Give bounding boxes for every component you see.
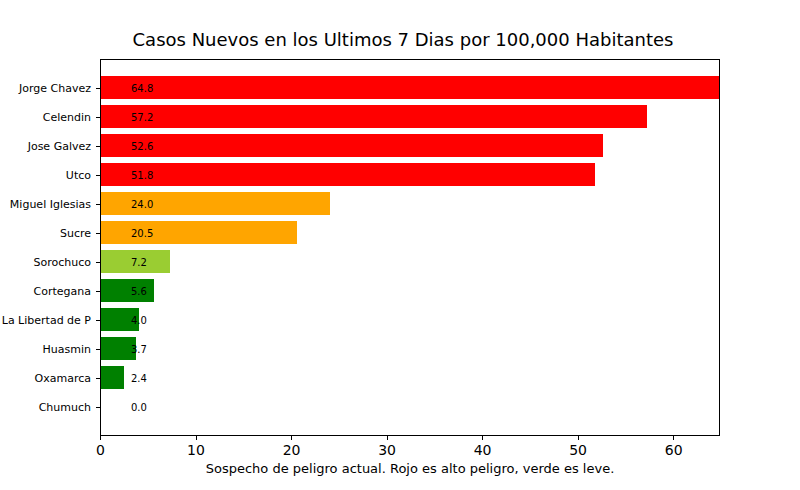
x-tick-label: 0 xyxy=(81,442,121,458)
x-tick-mark xyxy=(673,436,674,440)
y-tick-label: Chumuch xyxy=(0,400,91,413)
y-tick-label: Sorochuco xyxy=(0,255,91,268)
bar-value-label: 24.0 xyxy=(131,198,153,209)
bar xyxy=(101,76,719,99)
x-tick-label: 30 xyxy=(367,442,407,458)
y-tick-mark xyxy=(96,378,100,379)
y-tick-mark xyxy=(96,262,100,263)
y-tick-label: Cortegana xyxy=(0,284,91,297)
y-tick-label: Celendin xyxy=(0,110,91,123)
bar-value-label: 57.2 xyxy=(131,111,153,122)
x-tick-label: 20 xyxy=(272,442,312,458)
bar xyxy=(101,134,603,157)
x-tick-label: 40 xyxy=(463,442,503,458)
y-tick-mark xyxy=(96,233,100,234)
y-tick-label: Huasmin xyxy=(0,342,91,355)
bar-value-label: 2.4 xyxy=(131,372,147,383)
y-tick-label: Jorge Chavez xyxy=(0,81,91,94)
bar-value-label: 0.0 xyxy=(131,401,147,412)
chart-title: Casos Nuevos en los Ultimos 7 Dias por 1… xyxy=(93,29,713,50)
x-tick-mark xyxy=(196,436,197,440)
x-tick-label: 50 xyxy=(558,442,598,458)
y-tick-mark xyxy=(96,117,100,118)
bar-value-label: 52.6 xyxy=(131,140,153,151)
bar-value-label: 51.8 xyxy=(131,169,153,180)
bar-value-label: 64.8 xyxy=(131,82,153,93)
y-tick-mark xyxy=(96,349,100,350)
x-tick-mark xyxy=(482,436,483,440)
x-tick-mark xyxy=(387,436,388,440)
y-tick-mark xyxy=(96,204,100,205)
y-tick-label: Miguel Iglesias xyxy=(0,197,91,210)
bar-value-label: 4.0 xyxy=(131,314,147,325)
bar xyxy=(101,366,124,389)
x-tick-mark xyxy=(100,436,101,440)
y-tick-mark xyxy=(96,407,100,408)
bar xyxy=(101,163,595,186)
y-tick-label: La Libertad de P xyxy=(0,313,91,326)
x-tick-mark xyxy=(578,436,579,440)
y-tick-label: Sucre xyxy=(0,226,91,239)
y-tick-mark xyxy=(96,146,100,147)
x-tick-mark xyxy=(291,436,292,440)
x-axis-label: Sospecho de peligro actual. Rojo es alto… xyxy=(100,461,720,476)
y-tick-label: Jose Galvez xyxy=(0,139,91,152)
bar-value-label: 3.7 xyxy=(131,343,147,354)
bar-value-label: 5.6 xyxy=(131,285,147,296)
y-tick-mark xyxy=(96,320,100,321)
figure: Casos Nuevos en los Ultimos 7 Dias por 1… xyxy=(0,0,800,490)
bar xyxy=(101,105,647,128)
bar-value-label: 7.2 xyxy=(131,256,147,267)
y-tick-label: Oxamarca xyxy=(0,371,91,384)
plot-area: 64.8 57.2 52.6 51.8 24.0 20.5 7.2 5.6 4.0 3.7 2.4 0… xyxy=(100,59,720,436)
x-tick-label: 10 xyxy=(176,442,216,458)
y-tick-mark xyxy=(96,175,100,176)
bar-value-label: 20.5 xyxy=(131,227,153,238)
y-tick-mark xyxy=(96,88,100,89)
y-tick-mark xyxy=(96,291,100,292)
x-tick-label: 60 xyxy=(654,442,694,458)
y-tick-label: Utco xyxy=(0,168,91,181)
